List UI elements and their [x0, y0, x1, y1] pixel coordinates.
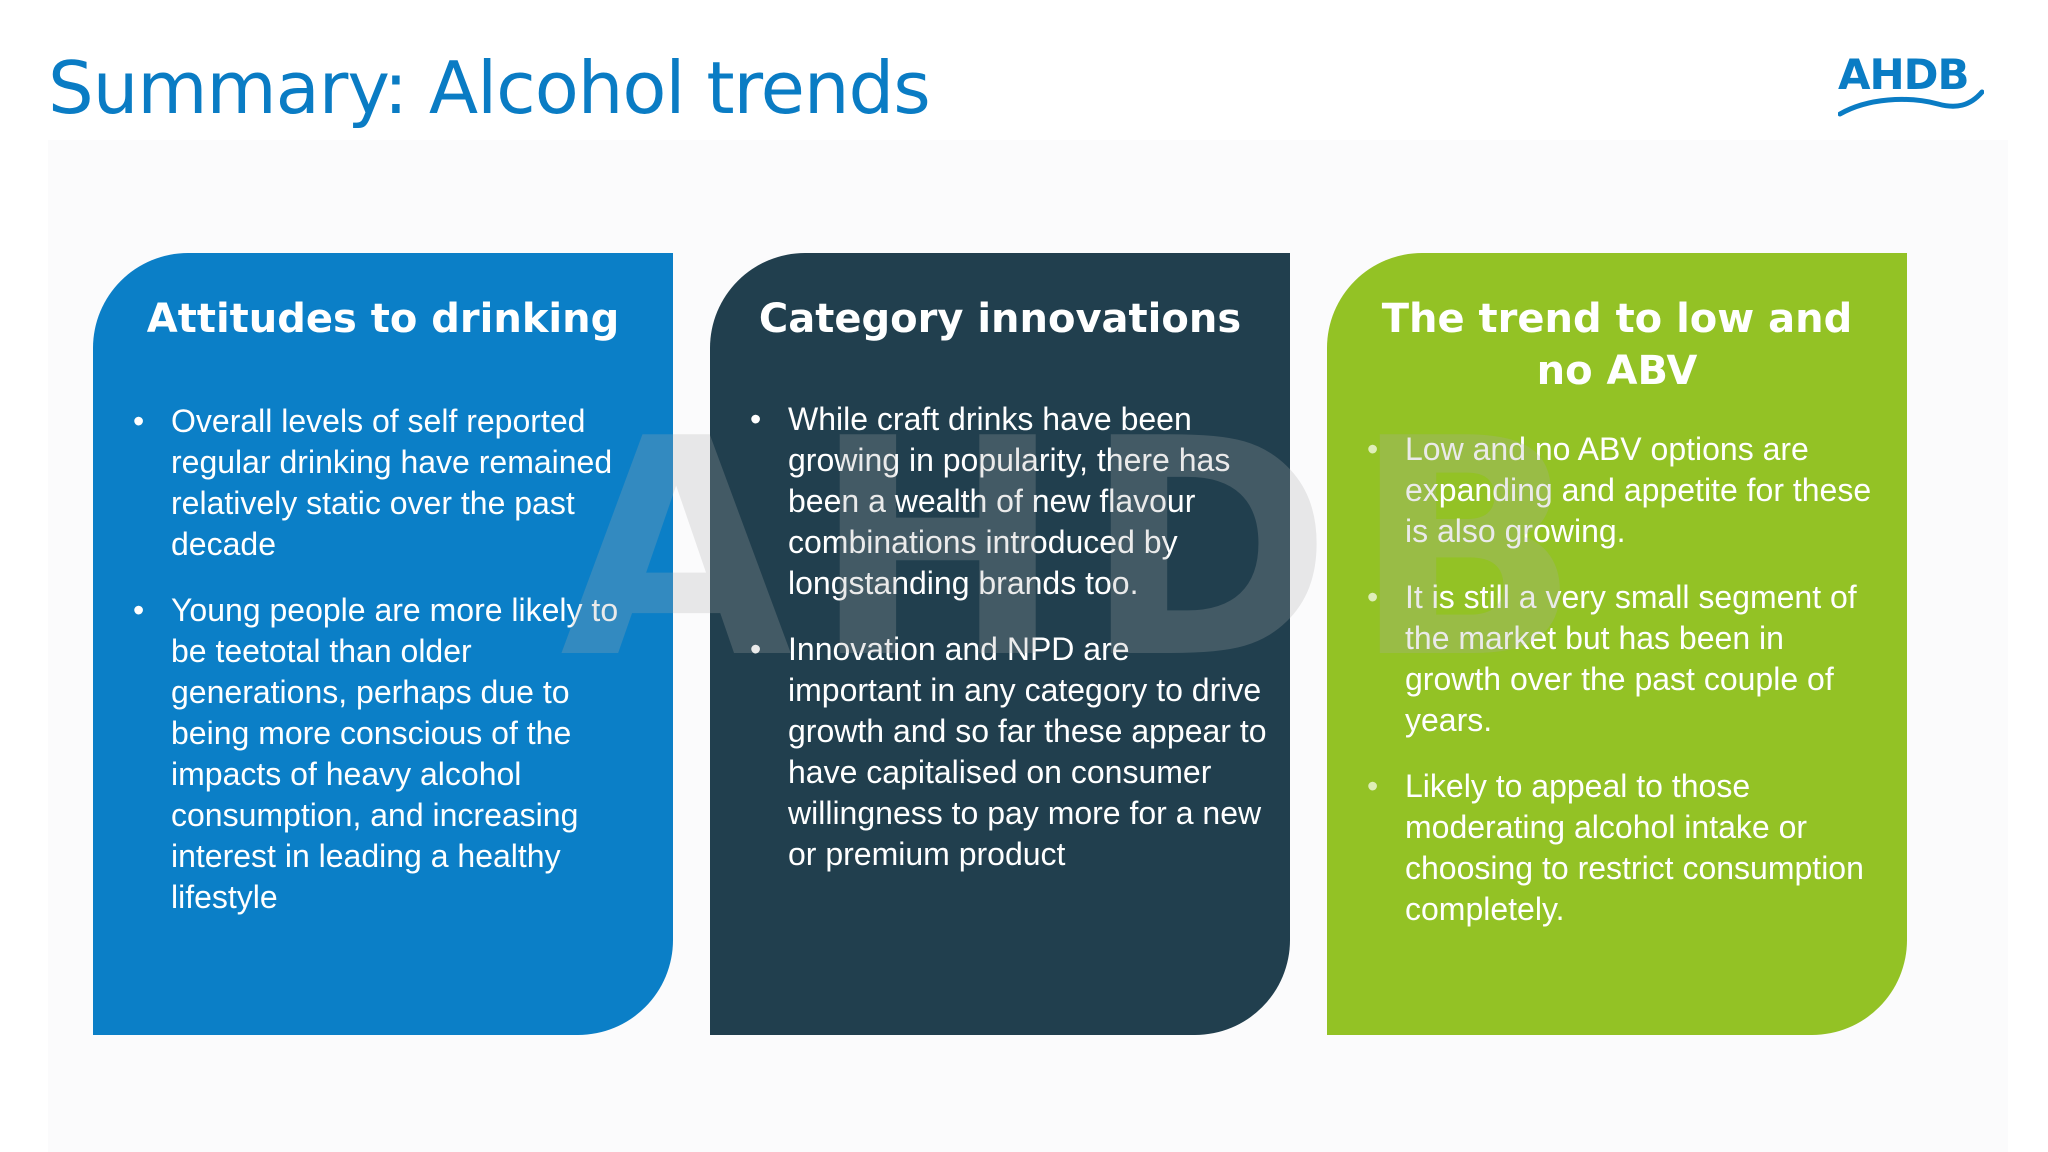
page-title: Summary: Alcohol trends: [48, 46, 931, 130]
bullet-item: Overall levels of self reported regular …: [133, 401, 653, 565]
card-attitudes-to-drinking: Attitudes to drinking Overall levels of …: [93, 253, 673, 1035]
card-heading: The trend to low and no ABV: [1381, 296, 1853, 394]
bullet-item: Likely to appeal to those moderating alc…: [1367, 766, 1887, 930]
card-heading: Category innovations: [758, 296, 1242, 342]
bullet-item: It is still a very small segment of the …: [1367, 577, 1887, 741]
bullet-list: Overall levels of self reported regular …: [133, 401, 653, 943]
bullet-list: While craft drinks have been growing in …: [750, 399, 1270, 900]
ahdb-logo: AHDB: [1838, 54, 1984, 124]
bullet-item: Young people are more likely to be teeto…: [133, 590, 653, 918]
bullet-list: Low and no ABV options are expanding and…: [1367, 429, 1887, 955]
bullet-item: Low and no ABV options are expanding and…: [1367, 429, 1887, 552]
logo-wordmark: AHDB: [1838, 50, 1970, 99]
card-heading: Attitudes to drinking: [146, 296, 620, 342]
card-category-innovations: Category innovations While craft drinks …: [710, 253, 1290, 1035]
bullet-item: Innovation and NPD are important in any …: [750, 629, 1270, 875]
logo-swoosh-icon: [1838, 89, 1984, 117]
bullet-item: While craft drinks have been growing in …: [750, 399, 1270, 604]
card-low-and-no-abv: The trend to low and no ABV Low and no A…: [1327, 253, 1907, 1035]
